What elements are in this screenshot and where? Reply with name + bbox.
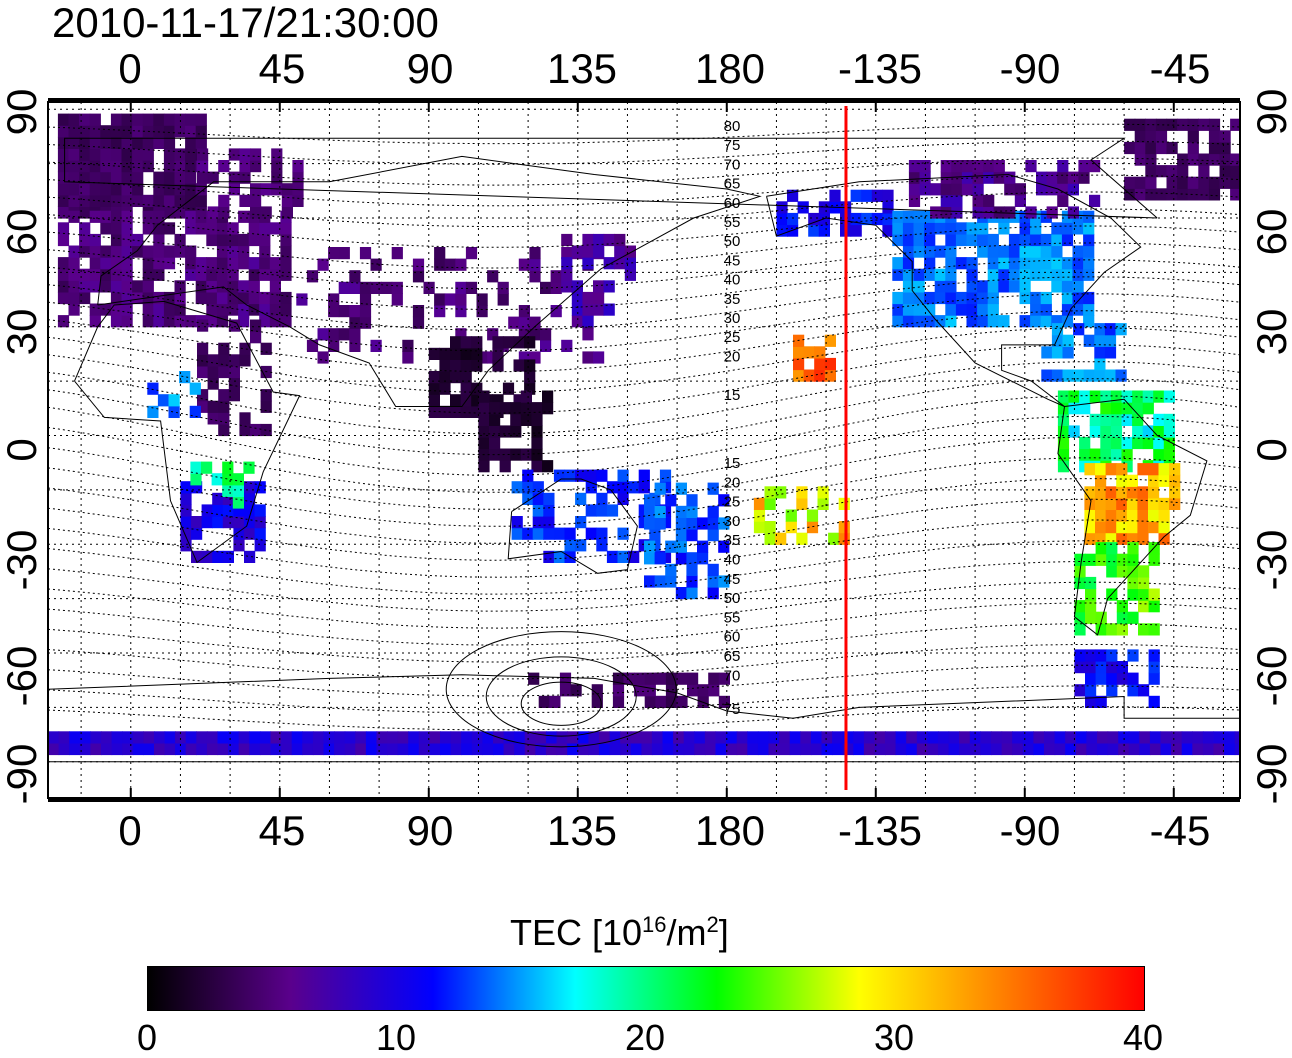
contour-label: 75 [724, 137, 741, 154]
colorbar-label: TEC [1016/m2] [510, 912, 729, 953]
contour-label: 60 [724, 629, 741, 646]
contour-label: 40 [724, 552, 741, 569]
contour-label: 20 [724, 348, 741, 365]
contour-label: 60 [724, 195, 741, 212]
colorbar [147, 966, 1145, 1011]
contour-label: 40 [724, 272, 741, 289]
contour-label: 75 [724, 701, 741, 718]
contour-label: 70 [724, 156, 741, 173]
contour-label: 45 [724, 252, 741, 269]
lon-tick-bottom: -45 [1149, 807, 1211, 854]
colorbar-tick: 30 [873, 1017, 915, 1058]
contour-label: 80 [724, 118, 741, 135]
lon-tick-top: -135 [837, 45, 923, 92]
contour-label: 55 [724, 214, 741, 231]
lon-tick-bottom: 135 [546, 807, 618, 854]
tec-data-layer [48, 113, 1240, 756]
contour-labels: 80 75 70 65 60 55 50 45 40 35 30 25 20 15 15 20 25 30 35 40… [724, 118, 741, 718]
contour-label: 70 [724, 667, 741, 684]
lon-tick-top: 90 [406, 45, 454, 92]
contour-label: 50 [724, 233, 741, 250]
lon-tick-bottom: 90 [406, 807, 454, 854]
contour-label: 25 [724, 329, 741, 346]
lon-tick-bottom: -90 [999, 807, 1061, 854]
contour-label: 50 [724, 590, 741, 607]
lon-tick-bottom: -135 [837, 807, 923, 854]
lon-tick-top: 135 [546, 45, 618, 92]
contour-label: 65 [724, 648, 741, 665]
contour-label: 65 [724, 176, 741, 193]
contour-label: 30 [724, 310, 741, 327]
contour-label: 15 [724, 455, 741, 472]
map-title: 2010-11-17/21:30:00 [52, 0, 439, 46]
contour-label: 25 [724, 494, 741, 511]
tec-map: 80 75 70 65 60 55 50 45 40 35 30 25 20 15 15 20 25 30 35 40… [47, 98, 1241, 802]
lon-tick-bottom: 45 [258, 807, 306, 854]
lon-tick-top: -90 [999, 45, 1061, 92]
colorbar-tick: 40 [1122, 1017, 1164, 1058]
contour-label: 20 [724, 474, 741, 491]
contour-label: 45 [724, 571, 741, 588]
frame-ticks [48, 98, 1240, 802]
contour-label: 30 [724, 513, 741, 530]
contour-label: 15 [724, 387, 741, 404]
coastlines [48, 137, 1240, 763]
colorbar-tick: 0 [136, 1017, 158, 1058]
lon-tick-bottom: 0 [118, 807, 142, 854]
contour-label: 55 [724, 609, 741, 626]
graticule-grid [48, 102, 1240, 798]
lon-tick-top: -45 [1149, 45, 1211, 92]
lon-tick-top: 0 [118, 45, 142, 92]
colorbar-tick: 10 [375, 1017, 417, 1058]
contour-label: 35 [724, 532, 741, 549]
colorbar-tick: 20 [624, 1017, 666, 1058]
magnetic-latitude-contours [48, 123, 1240, 748]
lon-tick-top: 180 [694, 45, 766, 92]
lon-tick-bottom: 180 [694, 807, 766, 854]
lon-tick-top: 45 [258, 45, 306, 92]
contour-label: 35 [724, 291, 741, 308]
